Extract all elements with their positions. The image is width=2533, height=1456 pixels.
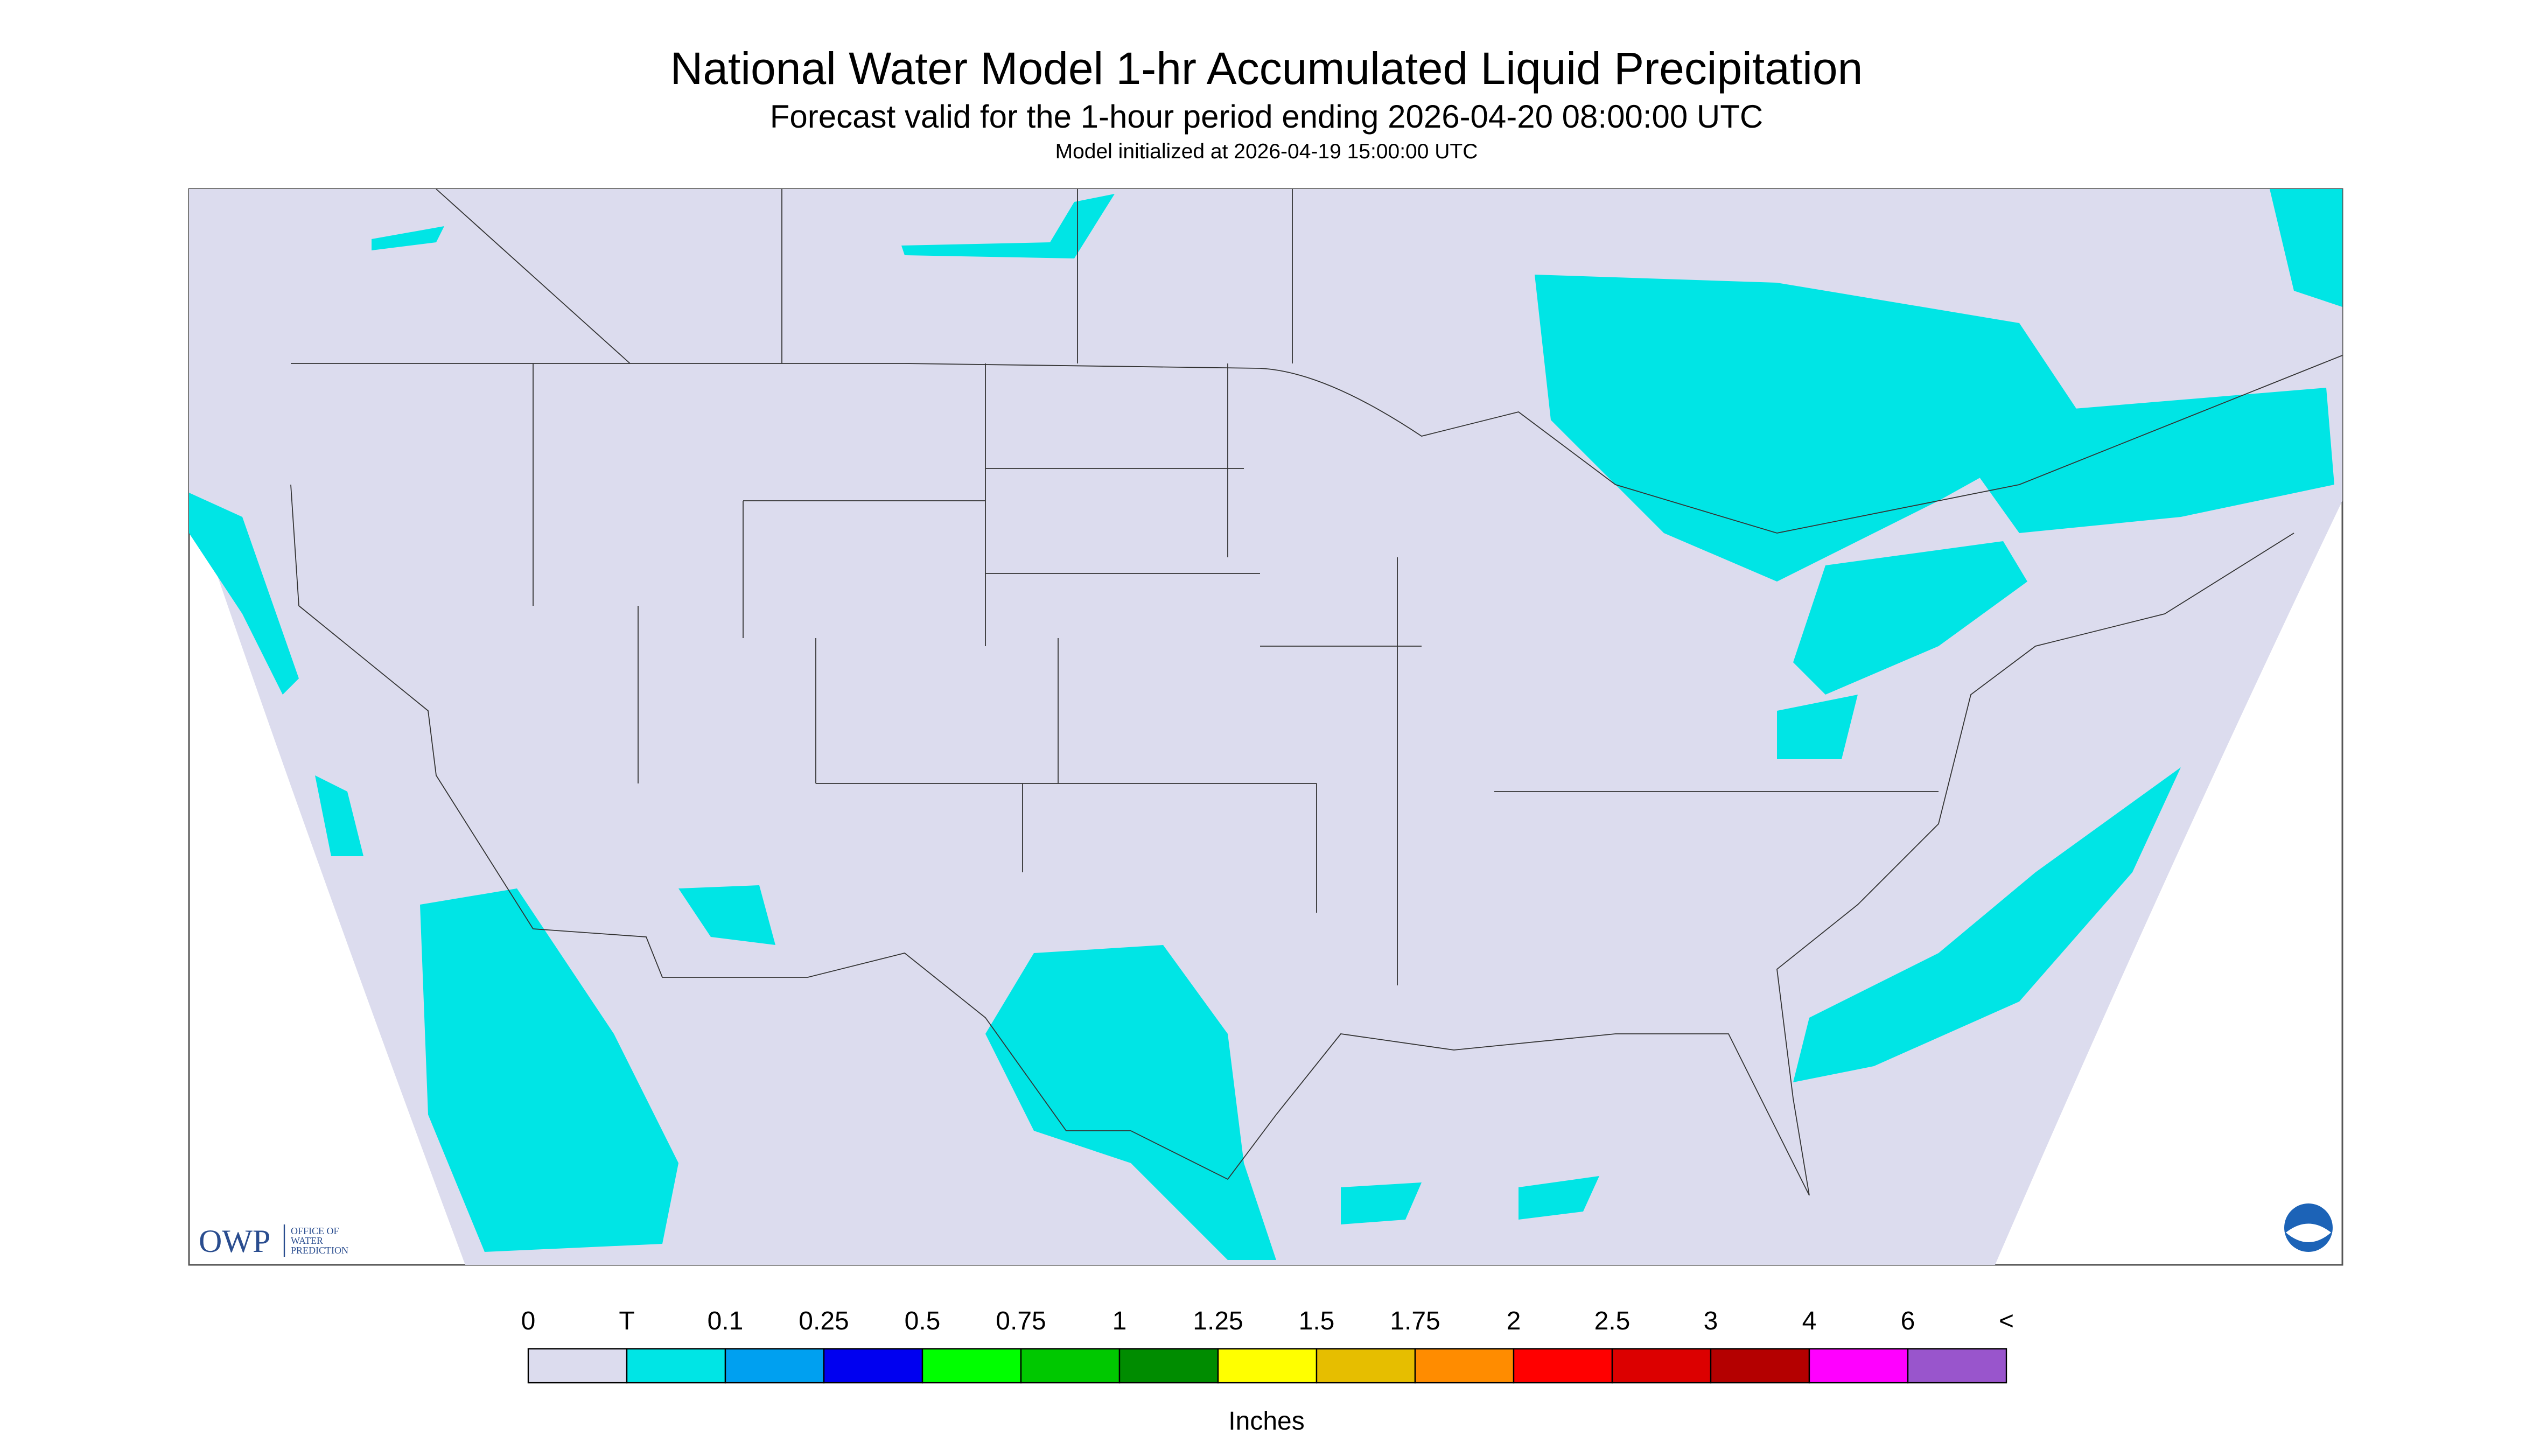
legend-swatch xyxy=(1611,1348,1712,1384)
legend-swatch xyxy=(1513,1348,1613,1384)
legend-swatch xyxy=(921,1348,1022,1384)
legend-swatch xyxy=(1907,1348,2007,1384)
legend-swatch xyxy=(1118,1348,1219,1384)
legend-label: 0 xyxy=(521,1307,536,1335)
boundaries xyxy=(290,188,2343,1196)
legend-swatch xyxy=(626,1348,726,1384)
map: OWP OFFICE OF WATER PREDICTION xyxy=(188,188,2343,1266)
legend-label: 0.5 xyxy=(905,1307,941,1335)
legend-swatch xyxy=(1710,1348,1810,1384)
legend-label: 3 xyxy=(1704,1307,1718,1335)
owp-name-line: OFFICE OF xyxy=(291,1226,339,1236)
legend-label: 1.5 xyxy=(1299,1307,1335,1335)
legend-swatch xyxy=(1414,1348,1515,1384)
owp-abbr: OWP xyxy=(199,1223,270,1259)
legend-label: 0.75 xyxy=(996,1307,1046,1335)
legend-label: 1.75 xyxy=(1390,1307,1440,1335)
legend-label: 0.25 xyxy=(799,1307,849,1335)
legend-label: 1.25 xyxy=(1193,1307,1243,1335)
title: National Water Model 1-hr Accumulated Li… xyxy=(670,43,1863,94)
legend-label: 6 xyxy=(1901,1307,1915,1335)
legend-label: 0.1 xyxy=(708,1307,744,1335)
legend-label: 2.5 xyxy=(1594,1307,1631,1335)
legend-label: T xyxy=(619,1307,634,1335)
subtitle: Forecast valid for the 1-hour period end… xyxy=(770,99,1763,135)
noaa-logo-wave xyxy=(2286,1223,2331,1243)
legend-swatch xyxy=(823,1348,923,1384)
legend: 0 T 0.1 0.25 0.5 0.75 1 1.25 1.5 1.75 2 2.5 3 4 6 < xyxy=(521,1307,2014,1384)
legend-swatch xyxy=(527,1348,628,1384)
legend-swatch xyxy=(1217,1348,1318,1384)
init-time: Model initialized at 2026-04-19 15:00:00… xyxy=(1055,140,1478,163)
precip-areas xyxy=(189,189,2342,1261)
legend-label: 2 xyxy=(1507,1307,1521,1335)
owp-name-line: WATER xyxy=(291,1235,323,1246)
legend-label: < xyxy=(1999,1307,2014,1335)
legend-unit: Inches xyxy=(1228,1407,1304,1436)
legend-swatch xyxy=(1808,1348,1909,1384)
legend-swatch xyxy=(724,1348,825,1384)
owp-name-line: PREDICTION xyxy=(291,1245,348,1256)
legend-swatch xyxy=(1316,1348,1416,1384)
legend-label: 1 xyxy=(1112,1307,1127,1335)
legend-swatch xyxy=(1020,1348,1121,1384)
legend-label: 4 xyxy=(1802,1307,1817,1335)
